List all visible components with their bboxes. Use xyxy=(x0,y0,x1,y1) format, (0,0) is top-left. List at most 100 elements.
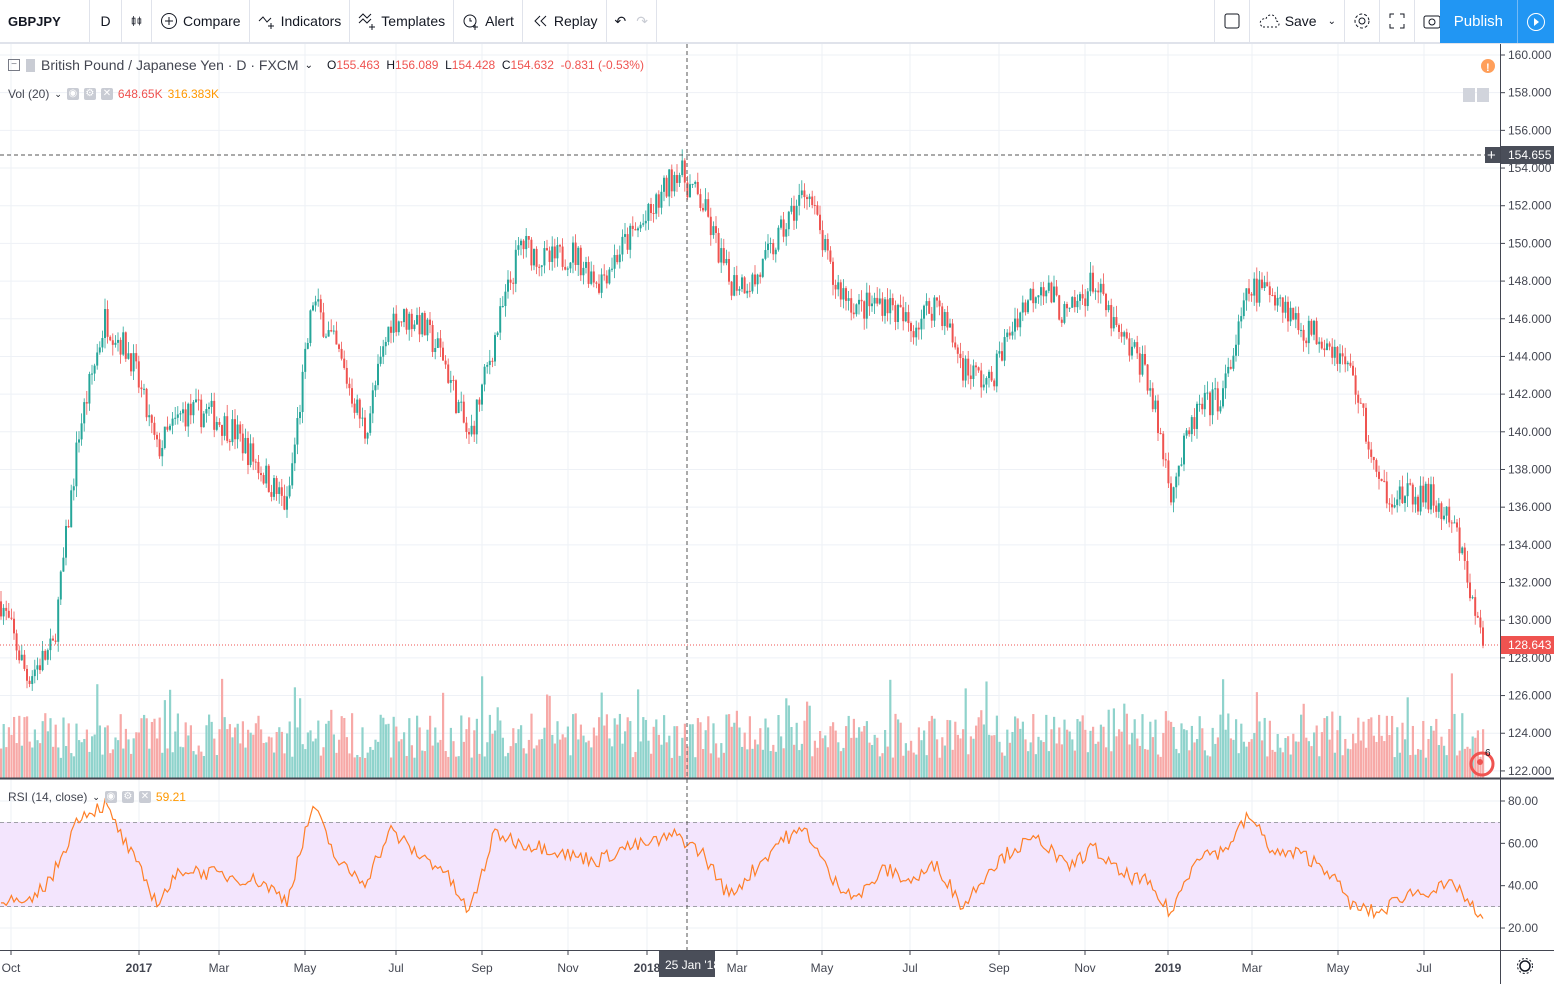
candle xyxy=(314,301,317,306)
volume-bar xyxy=(1404,739,1407,778)
chevron-down-icon[interactable]: ⌄ xyxy=(92,791,100,802)
candle xyxy=(1427,483,1430,510)
chevron-down-icon[interactable]: ⌄ xyxy=(1327,15,1336,27)
volume-bar xyxy=(447,756,450,778)
candle xyxy=(925,301,928,306)
save-label: Save xyxy=(1284,13,1317,29)
candle xyxy=(660,191,663,208)
chart-style-button[interactable] xyxy=(122,0,152,42)
candle xyxy=(413,324,416,330)
layout-button[interactable] xyxy=(1213,0,1250,42)
candle xyxy=(626,234,629,250)
publish-button[interactable]: Publish xyxy=(1440,0,1518,43)
volume-bar xyxy=(1331,711,1334,778)
symbol-title[interactable]: British Pound / Japanese Yen · D · FXCM xyxy=(41,57,299,73)
candle xyxy=(254,461,257,463)
volume-bar xyxy=(78,740,81,778)
candle xyxy=(787,211,790,230)
candle xyxy=(1073,297,1076,308)
fullscreen-button[interactable] xyxy=(1380,0,1415,42)
play-button[interactable] xyxy=(1518,0,1554,43)
volume-bar xyxy=(46,731,49,778)
chevron-down-icon[interactable]: ⌄ xyxy=(54,88,62,99)
candle xyxy=(907,312,910,324)
settings-button[interactable] xyxy=(1345,0,1380,42)
candle xyxy=(748,290,751,292)
redo-icon[interactable]: ↷ xyxy=(636,12,648,29)
volume-bar xyxy=(501,737,504,778)
volume-bar xyxy=(1133,719,1136,778)
cloud-icon xyxy=(1259,14,1280,28)
scroll-down-icon[interactable] xyxy=(1463,88,1475,102)
svg-text:+: + xyxy=(1487,147,1496,164)
volume-bar xyxy=(951,749,954,778)
candle xyxy=(59,571,62,600)
interval-button[interactable]: D xyxy=(90,0,122,42)
candle xyxy=(1154,400,1157,410)
candle xyxy=(1365,407,1367,442)
volume-bar xyxy=(171,752,174,778)
volume-bar xyxy=(301,744,304,778)
candle xyxy=(590,271,593,284)
gear-icon[interactable]: ⚙ xyxy=(121,791,134,803)
price-tick-label: 128.000 xyxy=(1508,651,1552,665)
volume-bar xyxy=(75,723,78,778)
alert-button[interactable]: Alert xyxy=(454,0,523,42)
candle xyxy=(741,277,743,290)
gear-icon[interactable]: ⚙ xyxy=(83,88,96,100)
candle xyxy=(663,177,665,192)
volume-bar xyxy=(1162,732,1165,778)
candle xyxy=(408,313,411,330)
candle xyxy=(382,346,385,357)
volume-bar xyxy=(1146,749,1149,778)
candle xyxy=(1328,343,1331,347)
volume-bar xyxy=(57,747,60,778)
chart-canvas[interactable]: 160.000 158.000 156.000 154.000 152.000 150.0… xyxy=(0,44,1554,984)
replay-button[interactable]: Replay xyxy=(523,0,607,42)
collapse-icon[interactable]: − xyxy=(8,59,20,71)
events-icon[interactable]: 6 xyxy=(1469,748,1495,777)
candle xyxy=(915,327,918,338)
volume-bar xyxy=(15,743,18,778)
rsi-title[interactable]: RSI (14, close) xyxy=(8,790,88,804)
chevron-down-icon[interactable]: ⌄ xyxy=(304,59,313,71)
volume-bar xyxy=(652,726,655,778)
ohlc-values: O155.463 H156.089 L154.428 C154.632 -0.8… xyxy=(327,58,644,72)
compare-button[interactable]: Compare xyxy=(152,0,250,42)
symbol-search[interactable]: GBPJPY xyxy=(0,0,90,42)
candle xyxy=(832,261,834,285)
indicators-button[interactable]: Indicators xyxy=(250,0,351,42)
axis-settings-icon[interactable] xyxy=(1517,958,1533,974)
candle xyxy=(1193,417,1196,429)
candle xyxy=(1388,503,1391,505)
candle xyxy=(1175,476,1178,488)
undo-icon[interactable]: ↶ xyxy=(614,12,627,29)
candle xyxy=(1146,364,1149,391)
candle xyxy=(143,388,145,390)
scroll-up-icon[interactable] xyxy=(1477,88,1489,102)
volume-bar xyxy=(52,746,55,778)
candle xyxy=(379,356,382,364)
volume-bar xyxy=(452,741,455,778)
save-button[interactable]: Save ⌄ xyxy=(1250,0,1345,42)
volume-bar xyxy=(1073,750,1076,778)
volume-bar xyxy=(1323,718,1326,778)
candle xyxy=(1474,597,1477,616)
volume-bar xyxy=(878,756,881,778)
visibility-icon[interactable]: ◉ xyxy=(66,88,79,100)
candle xyxy=(98,347,101,353)
add-price-button[interactable] xyxy=(1485,147,1500,163)
candle xyxy=(189,403,192,416)
templates-button[interactable]: Templates xyxy=(350,0,455,42)
volume-bar xyxy=(114,737,117,778)
candle xyxy=(899,304,902,308)
volume-bar xyxy=(330,709,333,778)
volume-title[interactable]: Vol (20) xyxy=(8,87,50,101)
candle xyxy=(951,323,954,343)
visibility-icon[interactable]: ◉ xyxy=(104,791,117,803)
volume-bar xyxy=(842,747,845,778)
close-icon[interactable]: ✕ xyxy=(100,88,113,100)
volume-bar xyxy=(988,734,991,778)
close-icon[interactable]: ✕ xyxy=(138,791,151,803)
candle xyxy=(1102,283,1105,294)
